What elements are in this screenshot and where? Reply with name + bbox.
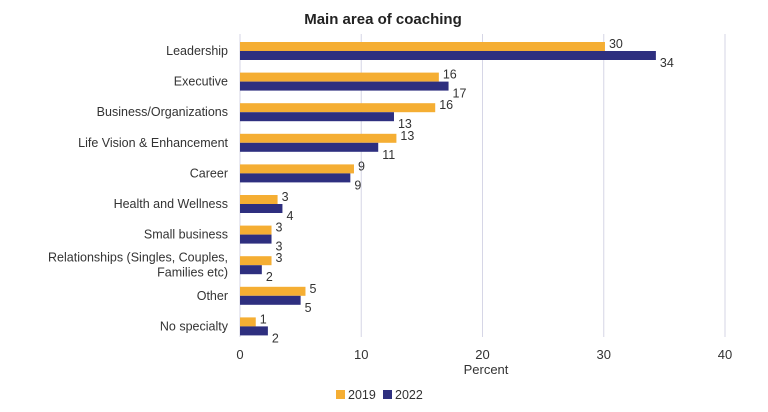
- category-label-3: Life Vision & Enhancement: [78, 136, 228, 150]
- data-label-2019-9: 1: [260, 312, 267, 326]
- bar-2022-4: [240, 173, 351, 183]
- bar-2019-3: [240, 133, 397, 143]
- bar-2019-9: [240, 317, 256, 327]
- category-label-5: Health and Wellness: [114, 197, 228, 211]
- data-label-2022-8: 5: [305, 301, 312, 315]
- category-labels: Leadership Executive Business/Organization…: [48, 44, 229, 333]
- x-tick-label-30: 30: [597, 347, 611, 362]
- bar-2022-8: [240, 295, 301, 305]
- data-label-2019-2: 16: [439, 98, 453, 112]
- data-label-2022-7: 2: [266, 270, 273, 284]
- legend-swatch-2019: [336, 390, 345, 399]
- data-label-2019-3: 13: [400, 129, 414, 143]
- x-tick-label-0: 0: [236, 347, 243, 362]
- data-label-2022-0: 34: [660, 56, 674, 70]
- chart-title: Main area of coaching: [304, 11, 462, 28]
- bar-2019-0: [240, 42, 605, 51]
- legend-label-2022: 2022: [395, 388, 423, 402]
- data-label-2022-1: 17: [453, 87, 467, 101]
- bar-2019-8: [240, 286, 306, 296]
- data-label-2022-4: 9: [354, 178, 361, 192]
- data-label-2022-2: 13: [398, 117, 412, 131]
- x-tick-label-20: 20: [475, 347, 489, 362]
- data-label-2019-1: 16: [443, 68, 457, 82]
- legend-swatch-2022: [383, 390, 392, 399]
- category-label-6: Small business: [144, 228, 228, 242]
- data-label-2019-6: 3: [276, 221, 283, 235]
- bar-2019-6: [240, 225, 272, 235]
- bar-2022-6: [240, 234, 272, 244]
- bar-2022-2: [240, 112, 394, 122]
- data-label-2022-5: 4: [286, 209, 293, 223]
- bar-2019-2: [240, 103, 436, 113]
- data-label-2019-8: 5: [309, 282, 316, 296]
- legend-label-2019: 2019: [348, 388, 376, 402]
- category-label-2: Business/Organizations: [97, 105, 228, 119]
- data-label-2019-5: 3: [282, 190, 289, 204]
- category-label-8: Other: [197, 289, 228, 303]
- bar-2019-5: [240, 195, 278, 204]
- bar-2019-1: [240, 72, 439, 82]
- bar-2022-9: [240, 326, 268, 336]
- bar-2022-3: [240, 142, 379, 152]
- bar-2022-7: [240, 265, 262, 275]
- category-label-1: Executive: [174, 75, 228, 89]
- bar-2022-0: [240, 51, 656, 60]
- bar-2022-5: [240, 204, 283, 213]
- data-label-2022-9: 2: [272, 331, 279, 345]
- data-label-2022-3: 11: [382, 148, 395, 162]
- data-label-2019-4: 9: [358, 159, 365, 173]
- category-label-0: Leadership: [166, 44, 228, 58]
- legend: 2019 2022: [336, 388, 423, 402]
- bar-2019-4: [240, 164, 354, 174]
- x-axis-label: Percent: [464, 362, 509, 377]
- data-label-2019-0: 30: [609, 37, 623, 51]
- x-tick-label-40: 40: [718, 347, 732, 362]
- category-label-7-line-0: Relationships (Singles, Couples,: [48, 251, 228, 265]
- category-label-9: No specialty: [160, 319, 229, 333]
- x-tick-label-10: 10: [354, 347, 368, 362]
- data-label-2019-7: 3: [276, 251, 283, 265]
- category-label-7-line-1: Families etc): [157, 266, 228, 280]
- data-label-2022-6: 3: [276, 240, 283, 254]
- bar-2019-7: [240, 256, 272, 266]
- bar-2022-1: [240, 81, 449, 91]
- category-label-4: Career: [190, 166, 228, 180]
- x-tick-labels: 0 10 20 30 40: [236, 347, 732, 362]
